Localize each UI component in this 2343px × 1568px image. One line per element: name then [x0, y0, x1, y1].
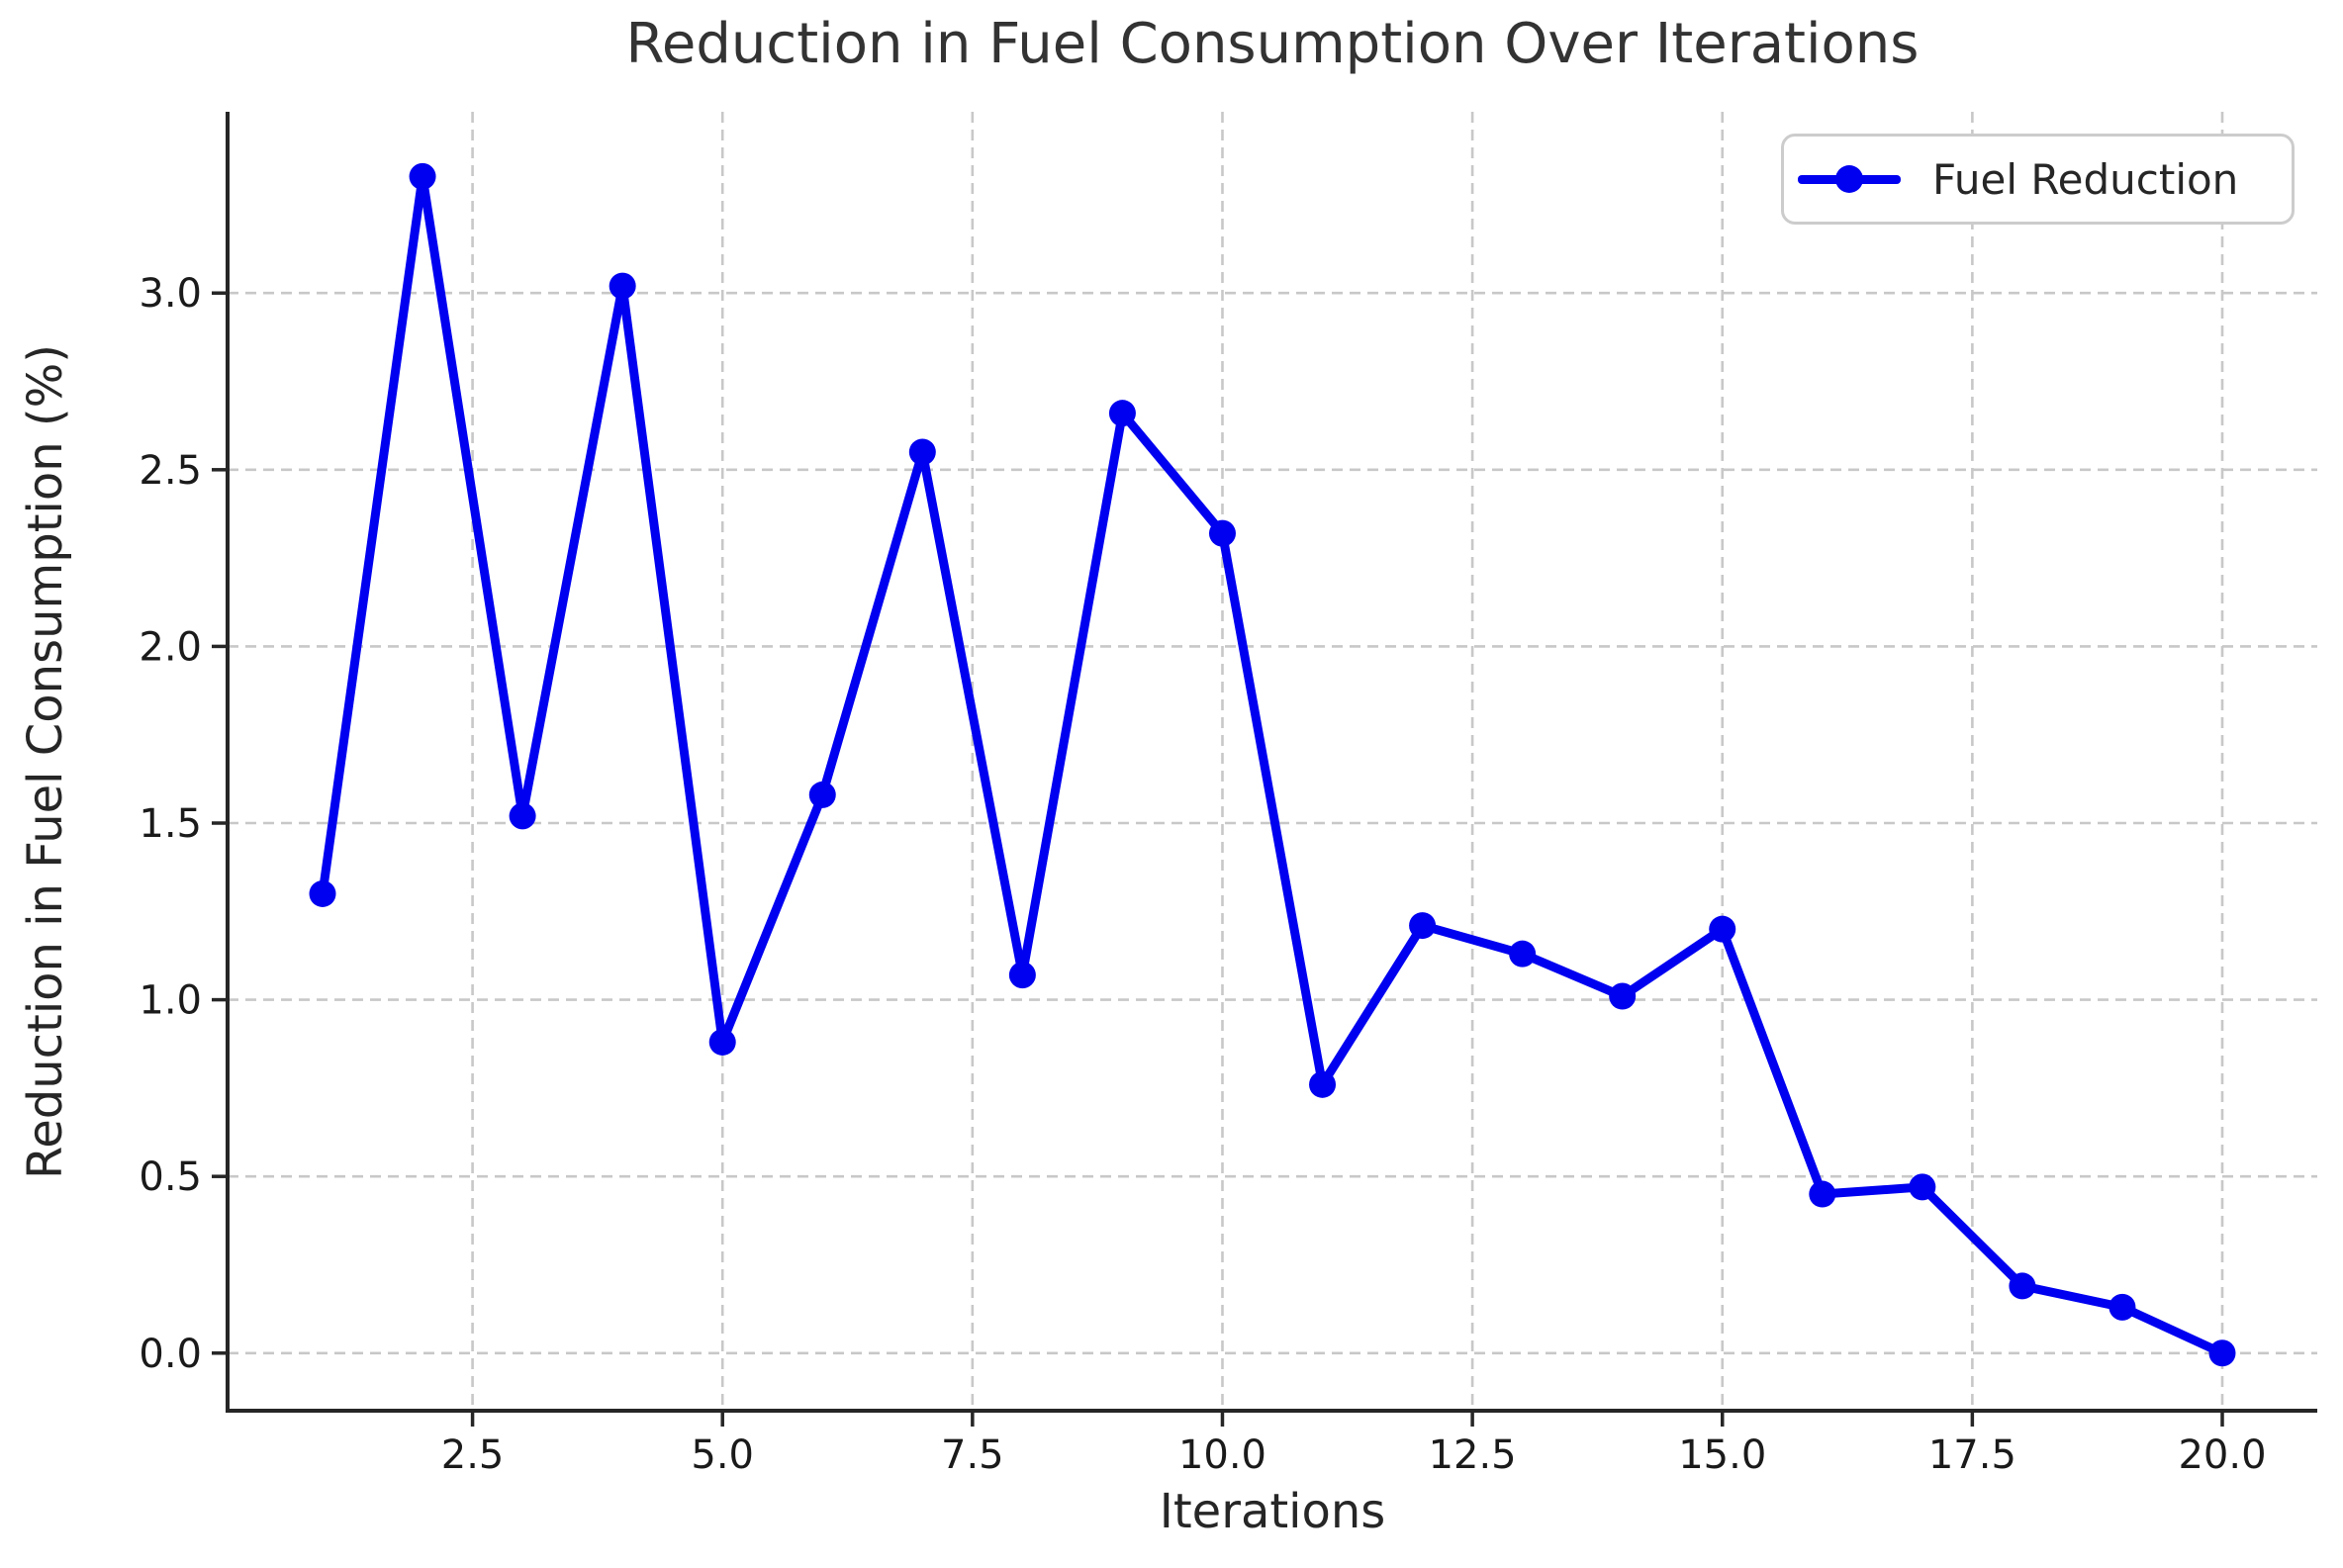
- data-point: [1809, 1180, 1836, 1208]
- data-point: [2109, 1293, 2136, 1321]
- data-point: [1008, 962, 1036, 989]
- data-point: [908, 438, 936, 466]
- legend-line-sample: [1798, 165, 1901, 193]
- chart-title: Reduction in Fuel Consumption Over Itera…: [625, 12, 1920, 76]
- data-point: [708, 1028, 736, 1056]
- x-tick-label: 20.0: [2178, 1432, 2266, 1478]
- data-point: [1208, 519, 1236, 547]
- data-point: [609, 272, 636, 300]
- data-point: [1309, 1070, 1337, 1098]
- legend-label: Fuel Reduction: [1932, 154, 2239, 204]
- x-tick-label: 17.5: [1928, 1432, 2016, 1478]
- y-axis-label: Reduction in Fuel Consumption (%): [18, 344, 73, 1179]
- legend: Fuel Reduction: [1781, 134, 2295, 225]
- y-tick-label: 1.5: [139, 801, 202, 847]
- x-tick-label: 12.5: [1429, 1432, 1517, 1478]
- data-point: [309, 879, 336, 907]
- y-tick-label: 0.5: [139, 1154, 202, 1200]
- x-tick-label: 7.5: [941, 1432, 1004, 1478]
- data-point: [1509, 940, 1537, 968]
- y-tick-label: 0.0: [139, 1332, 202, 1377]
- x-tick-label: 5.0: [691, 1432, 754, 1478]
- x-axis-label: Iterations: [1159, 1484, 1386, 1539]
- y-tick-label: 3.0: [139, 271, 202, 317]
- y-tick-label: 2.0: [139, 624, 202, 670]
- y-tick-label: 1.0: [139, 978, 202, 1024]
- data-point: [2009, 1272, 2036, 1300]
- legend-marker-icon: [1835, 165, 1863, 193]
- data-point: [409, 162, 436, 190]
- data-line-fuel-reduction: [318, 171, 2227, 1358]
- data-point: [1108, 400, 1136, 427]
- x-tick-label: 2.5: [441, 1432, 505, 1478]
- data-point: [1609, 982, 1637, 1010]
- data-point: [2208, 1339, 2236, 1367]
- x-tick-label: 15.0: [1678, 1432, 1766, 1478]
- data-point: [808, 781, 836, 808]
- x-tick-label: 10.0: [1178, 1432, 1266, 1478]
- data-point: [1409, 912, 1437, 940]
- data-point: [509, 802, 536, 830]
- y-tick-label: 2.5: [139, 448, 202, 494]
- data-point: [1709, 915, 1736, 943]
- data-point: [1909, 1173, 1936, 1201]
